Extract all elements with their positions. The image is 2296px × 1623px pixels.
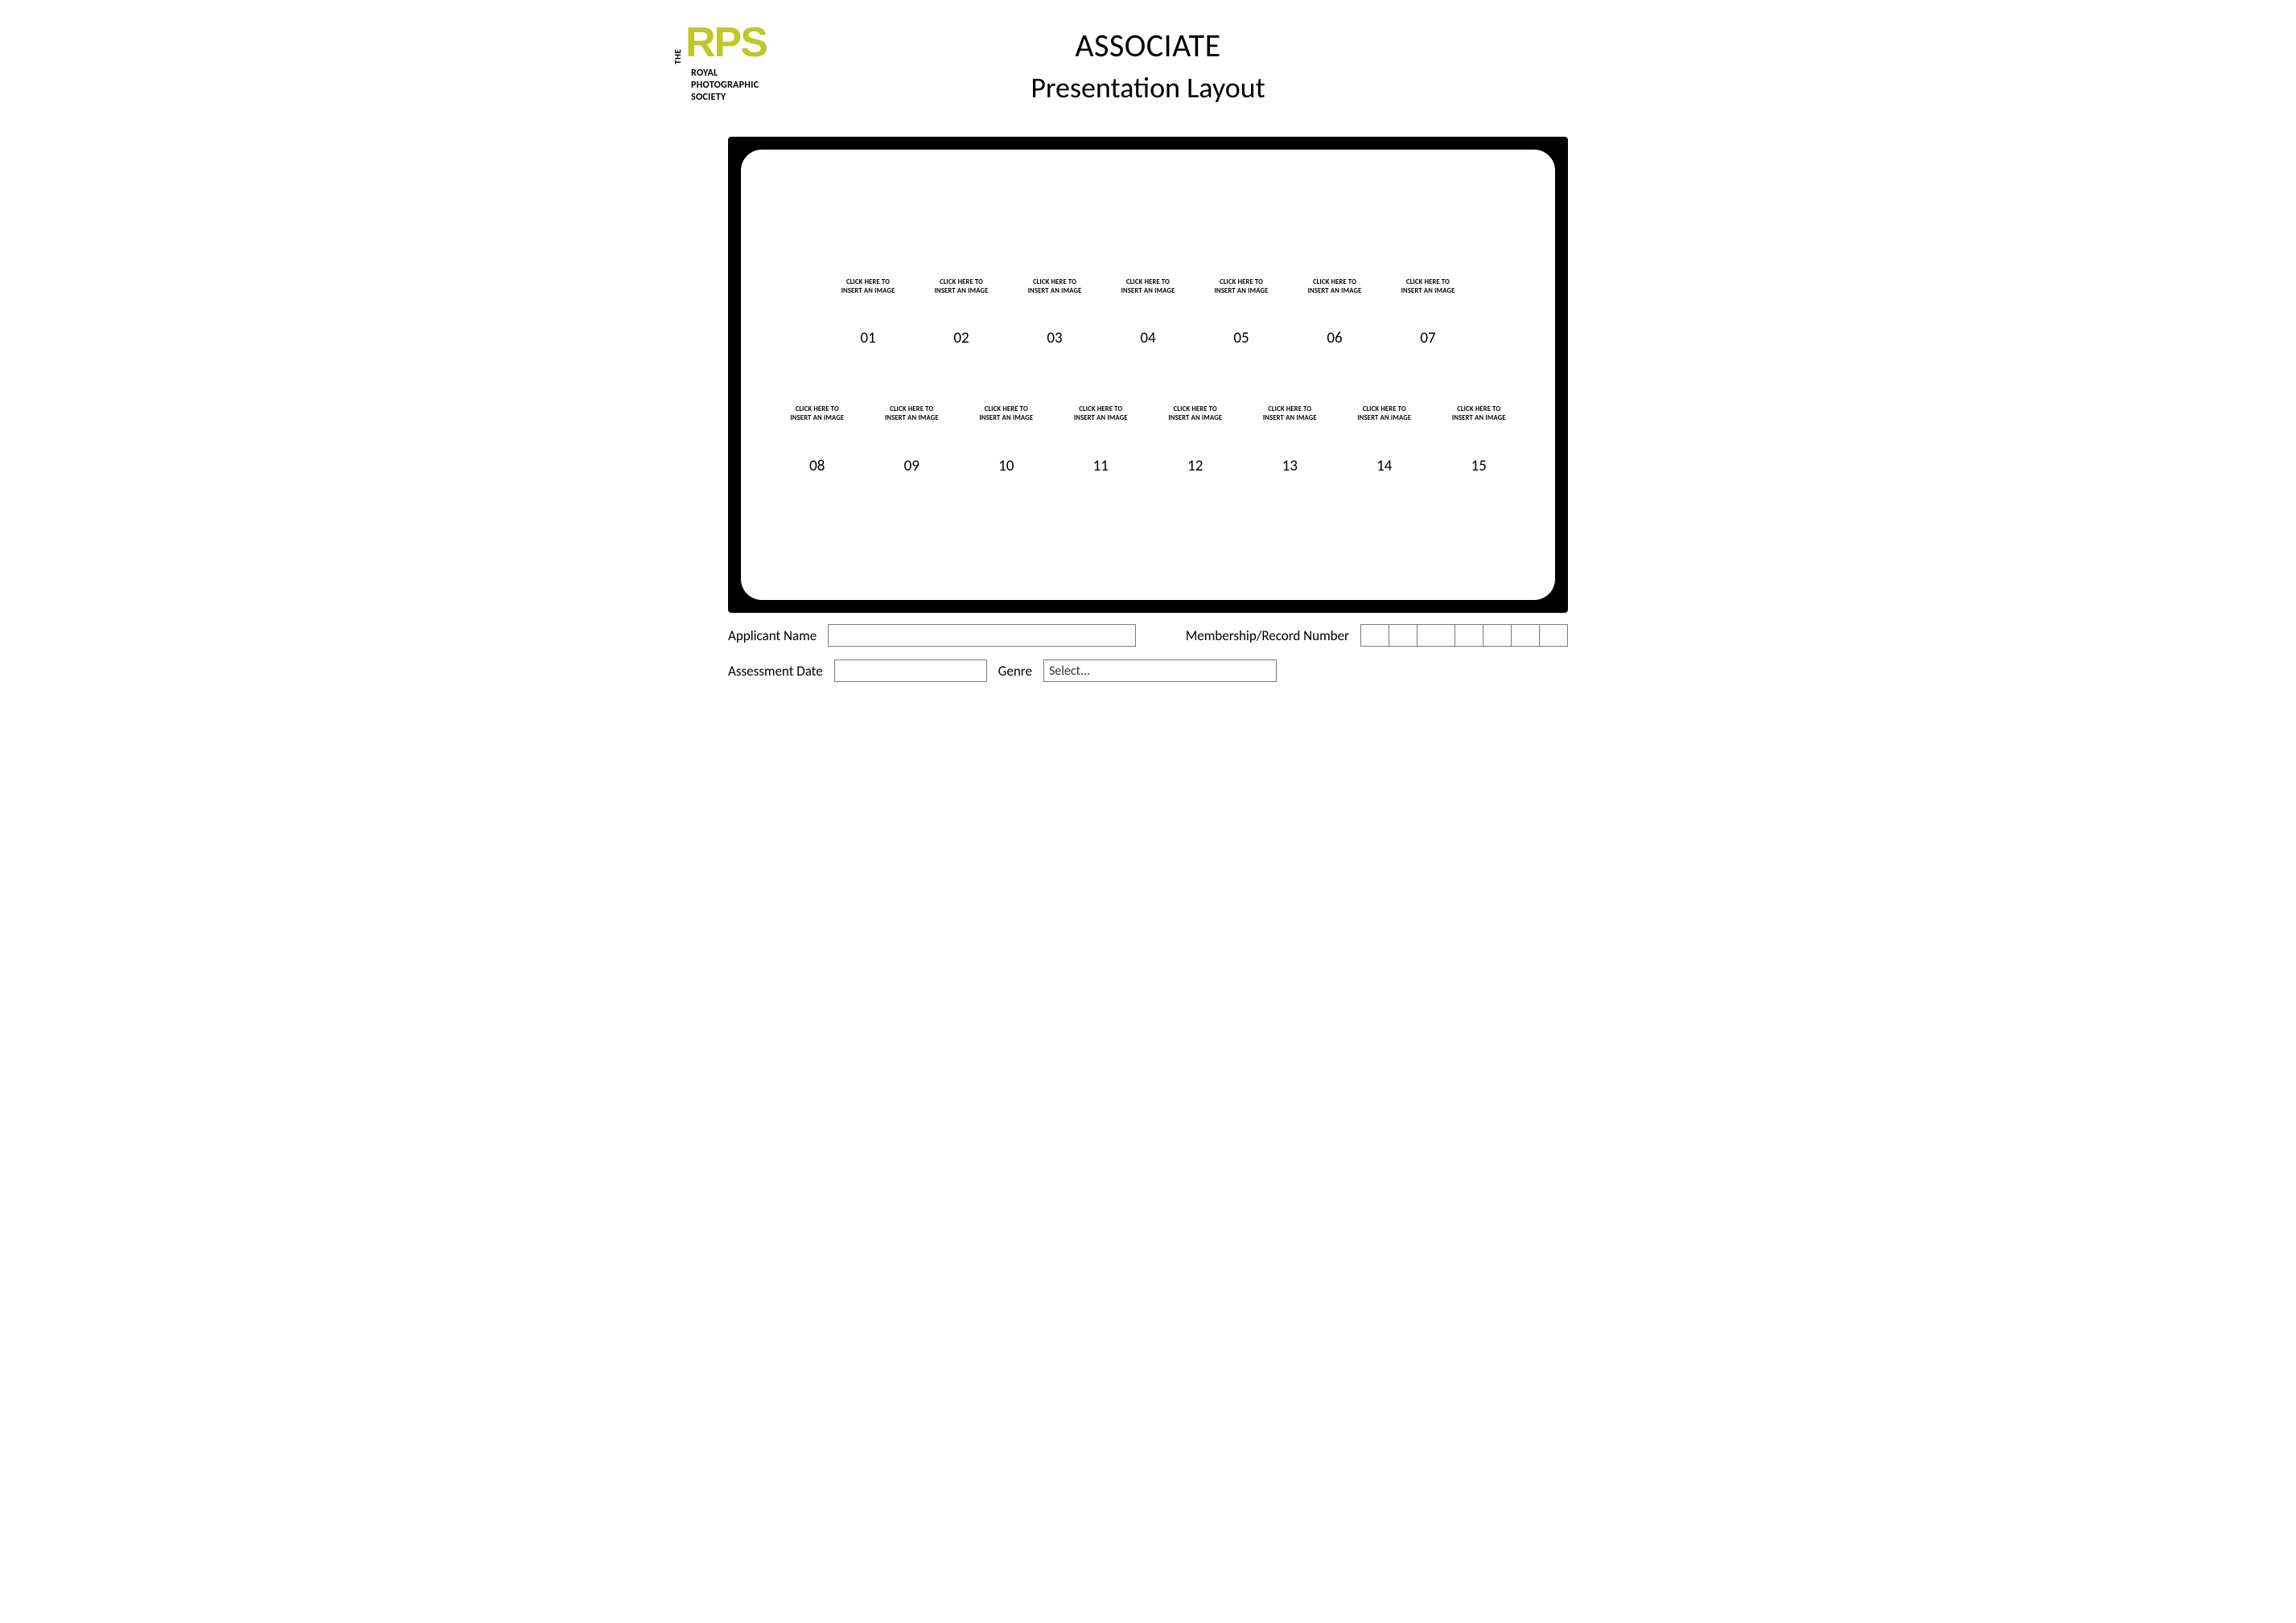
layout-board-frame: CLICK HERE TO INSERT AN IMAGE01CLICK HER…: [728, 137, 1568, 613]
image-slot-placeholder: CLICK HERE TO INSERT AN IMAGE: [1432, 405, 1527, 422]
membership-number-cells[interactable]: [1360, 624, 1568, 647]
image-slot-placeholder: CLICK HERE TO INSERT AN IMAGE: [770, 405, 865, 422]
image-slot-number: 14: [1337, 457, 1432, 475]
image-slot-placeholder: CLICK HERE TO INSERT AN IMAGE: [1195, 278, 1288, 295]
image-slot-number: 04: [1101, 329, 1195, 347]
assessment-date-label: Assessment Date: [728, 663, 823, 680]
logo-the-text: THE: [673, 26, 682, 64]
slot-row-1: CLICK HERE TO INSERT AN IMAGE01CLICK HER…: [770, 278, 1526, 347]
image-slot-01[interactable]: CLICK HERE TO INSERT AN IMAGE 01: [821, 278, 915, 347]
image-slot-placeholder: CLICK HERE TO INSERT AN IMAGE: [821, 278, 915, 295]
rps-logo: THE RPS ROYAL PHOTOGRAPHIC SOCIETY: [673, 24, 767, 104]
form-row-1: Applicant Name Membership/Record Number: [728, 624, 1568, 647]
logo-rps-text: RPS: [685, 24, 767, 62]
image-slot-placeholder: CLICK HERE TO INSERT AN IMAGE: [1054, 405, 1149, 422]
image-slot-03[interactable]: CLICK HERE TO INSERT AN IMAGE 03: [1008, 278, 1101, 347]
title-line1: ASSOCIATE: [657, 26, 1639, 65]
image-slot-number: 06: [1288, 329, 1381, 347]
logo-subtitle: ROYAL PHOTOGRAPHIC SOCIETY: [691, 68, 767, 104]
image-slot-08[interactable]: CLICK HERE TO INSERT AN IMAGE 08: [770, 405, 865, 475]
logo-row-top: THE RPS: [673, 24, 767, 64]
image-slot-number: 11: [1054, 457, 1149, 475]
image-slot-placeholder: CLICK HERE TO INSERT AN IMAGE: [915, 278, 1008, 295]
page: THE RPS ROYAL PHOTOGRAPHIC SOCIETY ASSOC…: [641, 0, 1655, 727]
image-slot-placeholder: CLICK HERE TO INSERT AN IMAGE: [1101, 278, 1195, 295]
membership-cell[interactable]: [1511, 624, 1540, 647]
title-line2: Presentation Layout: [657, 70, 1639, 105]
image-slot-15[interactable]: CLICK HERE TO INSERT AN IMAGE 15: [1432, 405, 1527, 475]
image-slot-number: 07: [1381, 329, 1475, 347]
image-slot-placeholder: CLICK HERE TO INSERT AN IMAGE: [865, 405, 960, 422]
image-slot-12[interactable]: CLICK HERE TO INSERT AN IMAGE 12: [1148, 405, 1243, 475]
applicant-name-label: Applicant Name: [728, 627, 817, 644]
image-slot-02[interactable]: CLICK HERE TO INSERT AN IMAGE 02: [915, 278, 1008, 347]
applicant-name-input[interactable]: [828, 624, 1136, 647]
image-slot-number: 01: [821, 329, 915, 347]
image-slot-placeholder: CLICK HERE TO INSERT AN IMAGE: [1337, 405, 1432, 422]
image-slot-10[interactable]: CLICK HERE TO INSERT AN IMAGE 10: [959, 405, 1054, 475]
image-slot-number: 08: [770, 457, 865, 475]
logo-sub-line2: PHOTOGRAPHIC: [691, 80, 767, 92]
membership-cell[interactable]: [1417, 624, 1455, 647]
board-wrap: CLICK HERE TO INSERT AN IMAGE01CLICK HER…: [657, 137, 1639, 613]
title-block: ASSOCIATE Presentation Layout: [657, 24, 1639, 105]
membership-number-label: Membership/Record Number: [1186, 627, 1349, 644]
image-slot-14[interactable]: CLICK HERE TO INSERT AN IMAGE 14: [1337, 405, 1432, 475]
genre-label: Genre: [998, 663, 1032, 680]
image-slot-placeholder: CLICK HERE TO INSERT AN IMAGE: [959, 405, 1054, 422]
image-slot-04[interactable]: CLICK HERE TO INSERT AN IMAGE 04: [1101, 278, 1195, 347]
image-slot-placeholder: CLICK HERE TO INSERT AN IMAGE: [1008, 278, 1101, 295]
image-slot-number: 15: [1432, 457, 1527, 475]
membership-cell[interactable]: [1360, 624, 1389, 647]
image-slot-placeholder: CLICK HERE TO INSERT AN IMAGE: [1381, 278, 1475, 295]
image-slot-number: 05: [1195, 329, 1288, 347]
image-slot-06[interactable]: CLICK HERE TO INSERT AN IMAGE 06: [1288, 278, 1381, 347]
logo-sub-line3: SOCIETY: [691, 92, 767, 104]
image-slot-07[interactable]: CLICK HERE TO INSERT AN IMAGE 07: [1381, 278, 1475, 347]
image-slot-placeholder: CLICK HERE TO INSERT AN IMAGE: [1148, 405, 1243, 422]
image-slot-number: 03: [1008, 329, 1101, 347]
image-slot-number: 09: [865, 457, 960, 475]
image-slot-placeholder: CLICK HERE TO INSERT AN IMAGE: [1243, 405, 1338, 422]
image-slot-13[interactable]: CLICK HERE TO INSERT AN IMAGE 13: [1243, 405, 1338, 475]
genre-select[interactable]: Select...: [1043, 659, 1277, 682]
form-row-2: Assessment Date Genre Select...: [728, 659, 1568, 682]
logo-sub-line1: ROYAL: [691, 68, 767, 80]
image-slot-number: 12: [1148, 457, 1243, 475]
membership-cell[interactable]: [1455, 624, 1483, 647]
image-slot-placeholder: CLICK HERE TO INSERT AN IMAGE: [1288, 278, 1381, 295]
header: THE RPS ROYAL PHOTOGRAPHIC SOCIETY ASSOC…: [657, 24, 1639, 121]
membership-cell[interactable]: [1539, 624, 1568, 647]
image-slot-number: 13: [1243, 457, 1338, 475]
image-slot-09[interactable]: CLICK HERE TO INSERT AN IMAGE 09: [865, 405, 960, 475]
layout-board-inner: CLICK HERE TO INSERT AN IMAGE01CLICK HER…: [741, 150, 1555, 600]
assessment-date-input[interactable]: [834, 659, 987, 682]
image-slot-number: 10: [959, 457, 1054, 475]
image-slot-11[interactable]: CLICK HERE TO INSERT AN IMAGE 11: [1054, 405, 1149, 475]
slot-row-2: CLICK HERE TO INSERT AN IMAGE08CLICK HER…: [770, 405, 1526, 475]
form-area: Applicant Name Membership/Record Number …: [657, 613, 1639, 682]
membership-cell[interactable]: [1483, 624, 1512, 647]
membership-cell[interactable]: [1389, 624, 1418, 647]
image-slot-05[interactable]: CLICK HERE TO INSERT AN IMAGE 05: [1195, 278, 1288, 347]
image-slot-number: 02: [915, 329, 1008, 347]
